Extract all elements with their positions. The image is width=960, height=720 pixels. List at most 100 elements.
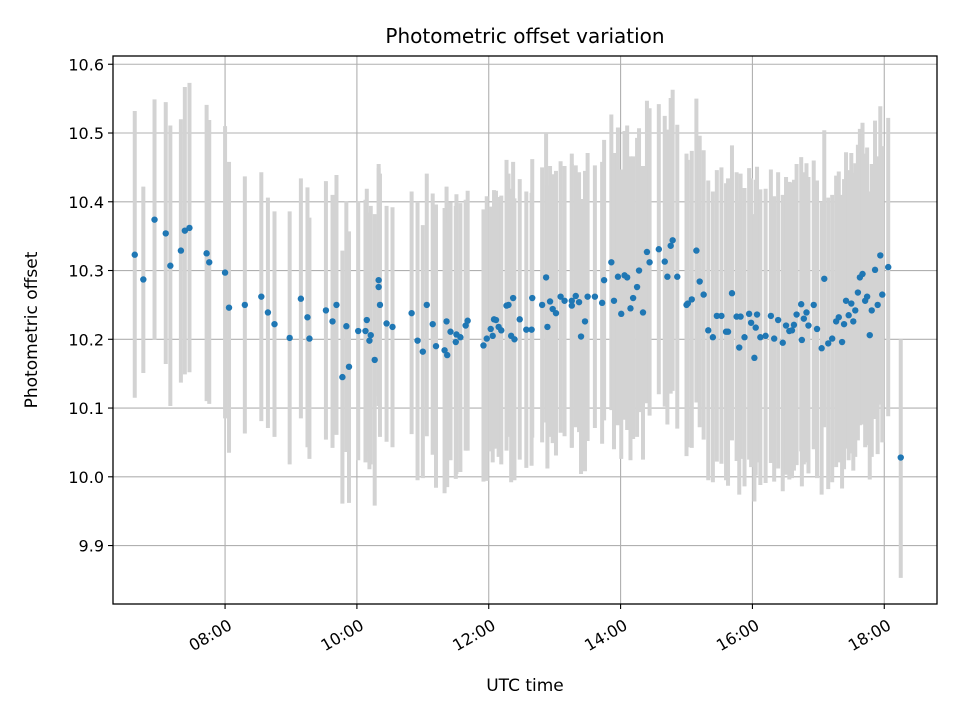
data-point [798,301,805,308]
data-point [441,347,448,354]
data-point [557,293,564,300]
data-point [538,301,546,309]
data-point [429,320,436,328]
data-point [627,305,634,312]
data-point [598,299,606,307]
data-point [753,311,761,318]
y-axis-label: Photometric offset [22,251,42,408]
data-point [688,296,695,303]
data-point [618,310,625,318]
data-point [443,318,450,325]
data-point [610,297,618,304]
data-point [376,301,384,309]
data-point [162,230,169,237]
data-point [568,302,576,309]
data-point [751,354,758,362]
data-point [419,348,427,355]
data-point [591,293,599,300]
data-point [667,242,674,249]
data-point [383,320,390,327]
data-point [813,325,821,333]
data-point [367,331,374,339]
data-point [389,323,396,331]
data-point [788,327,796,334]
data-point [339,373,346,381]
data-point [752,324,759,331]
data-point [661,258,668,265]
data-point [221,269,229,276]
data-point [798,336,806,344]
y-tick-label: 10.4 [68,193,104,212]
data-point [131,251,138,258]
data-point [838,338,846,346]
data-point [852,307,859,314]
data-point [177,247,185,254]
data-point [333,301,340,309]
data-point [408,309,415,317]
data-point [803,309,810,316]
data-point [297,295,305,302]
data-point [821,275,828,282]
data-point [866,331,873,339]
data-point [863,293,871,300]
data-point [736,344,743,351]
chart-title: Photometric offset variation [385,24,664,48]
data-point [464,317,471,324]
data-point [561,297,568,304]
data-point [286,334,293,342]
y-tick-label: 10.1 [68,399,104,418]
data-point [457,334,464,341]
data-point [181,227,189,234]
data-point [186,224,193,232]
data-point [584,293,591,300]
data-point [432,342,440,350]
data-point [329,318,336,325]
data-point [774,316,782,324]
data-point [363,316,370,324]
data-point [483,335,490,342]
data-point [871,266,879,274]
data-point [646,259,653,266]
data-point [529,294,536,302]
data-point [693,247,700,254]
data-point [509,294,517,302]
y-axis: 9.9 10.0 10.1 10.2 10.3 10.4 10.5 10.6 [68,55,113,556]
data-point [489,332,496,340]
data-point [203,250,210,257]
data-point [241,301,249,309]
data-point [850,318,857,325]
data-point [544,323,551,331]
data-point [885,263,892,271]
data-point [546,298,554,305]
data-point [757,334,764,341]
data-point [423,301,430,309]
data-point [635,267,643,274]
data-point [552,309,560,317]
y-tick-label: 9.9 [79,537,104,556]
y-tick-label: 10.0 [68,468,104,487]
data-point [371,356,378,364]
data-point [140,276,147,283]
data-point [835,314,842,321]
data-point [362,327,369,335]
data-point [747,319,755,326]
data-point [462,322,469,329]
data-point [700,291,707,298]
y-tick-label: 10.5 [68,124,104,143]
data-point [306,335,313,342]
data-point [745,310,753,318]
data-point [868,307,875,314]
data-point [452,338,459,346]
data-point [608,259,615,266]
data-point [322,307,330,314]
data-point [897,454,904,461]
data-point [664,273,671,280]
data-point [264,309,272,316]
data-point [505,301,512,309]
data-point [874,301,881,309]
data-point [713,312,721,320]
data-point [258,293,265,300]
y-tick-label: 10.3 [68,262,104,281]
data-point [498,327,505,334]
data-point [669,237,676,244]
